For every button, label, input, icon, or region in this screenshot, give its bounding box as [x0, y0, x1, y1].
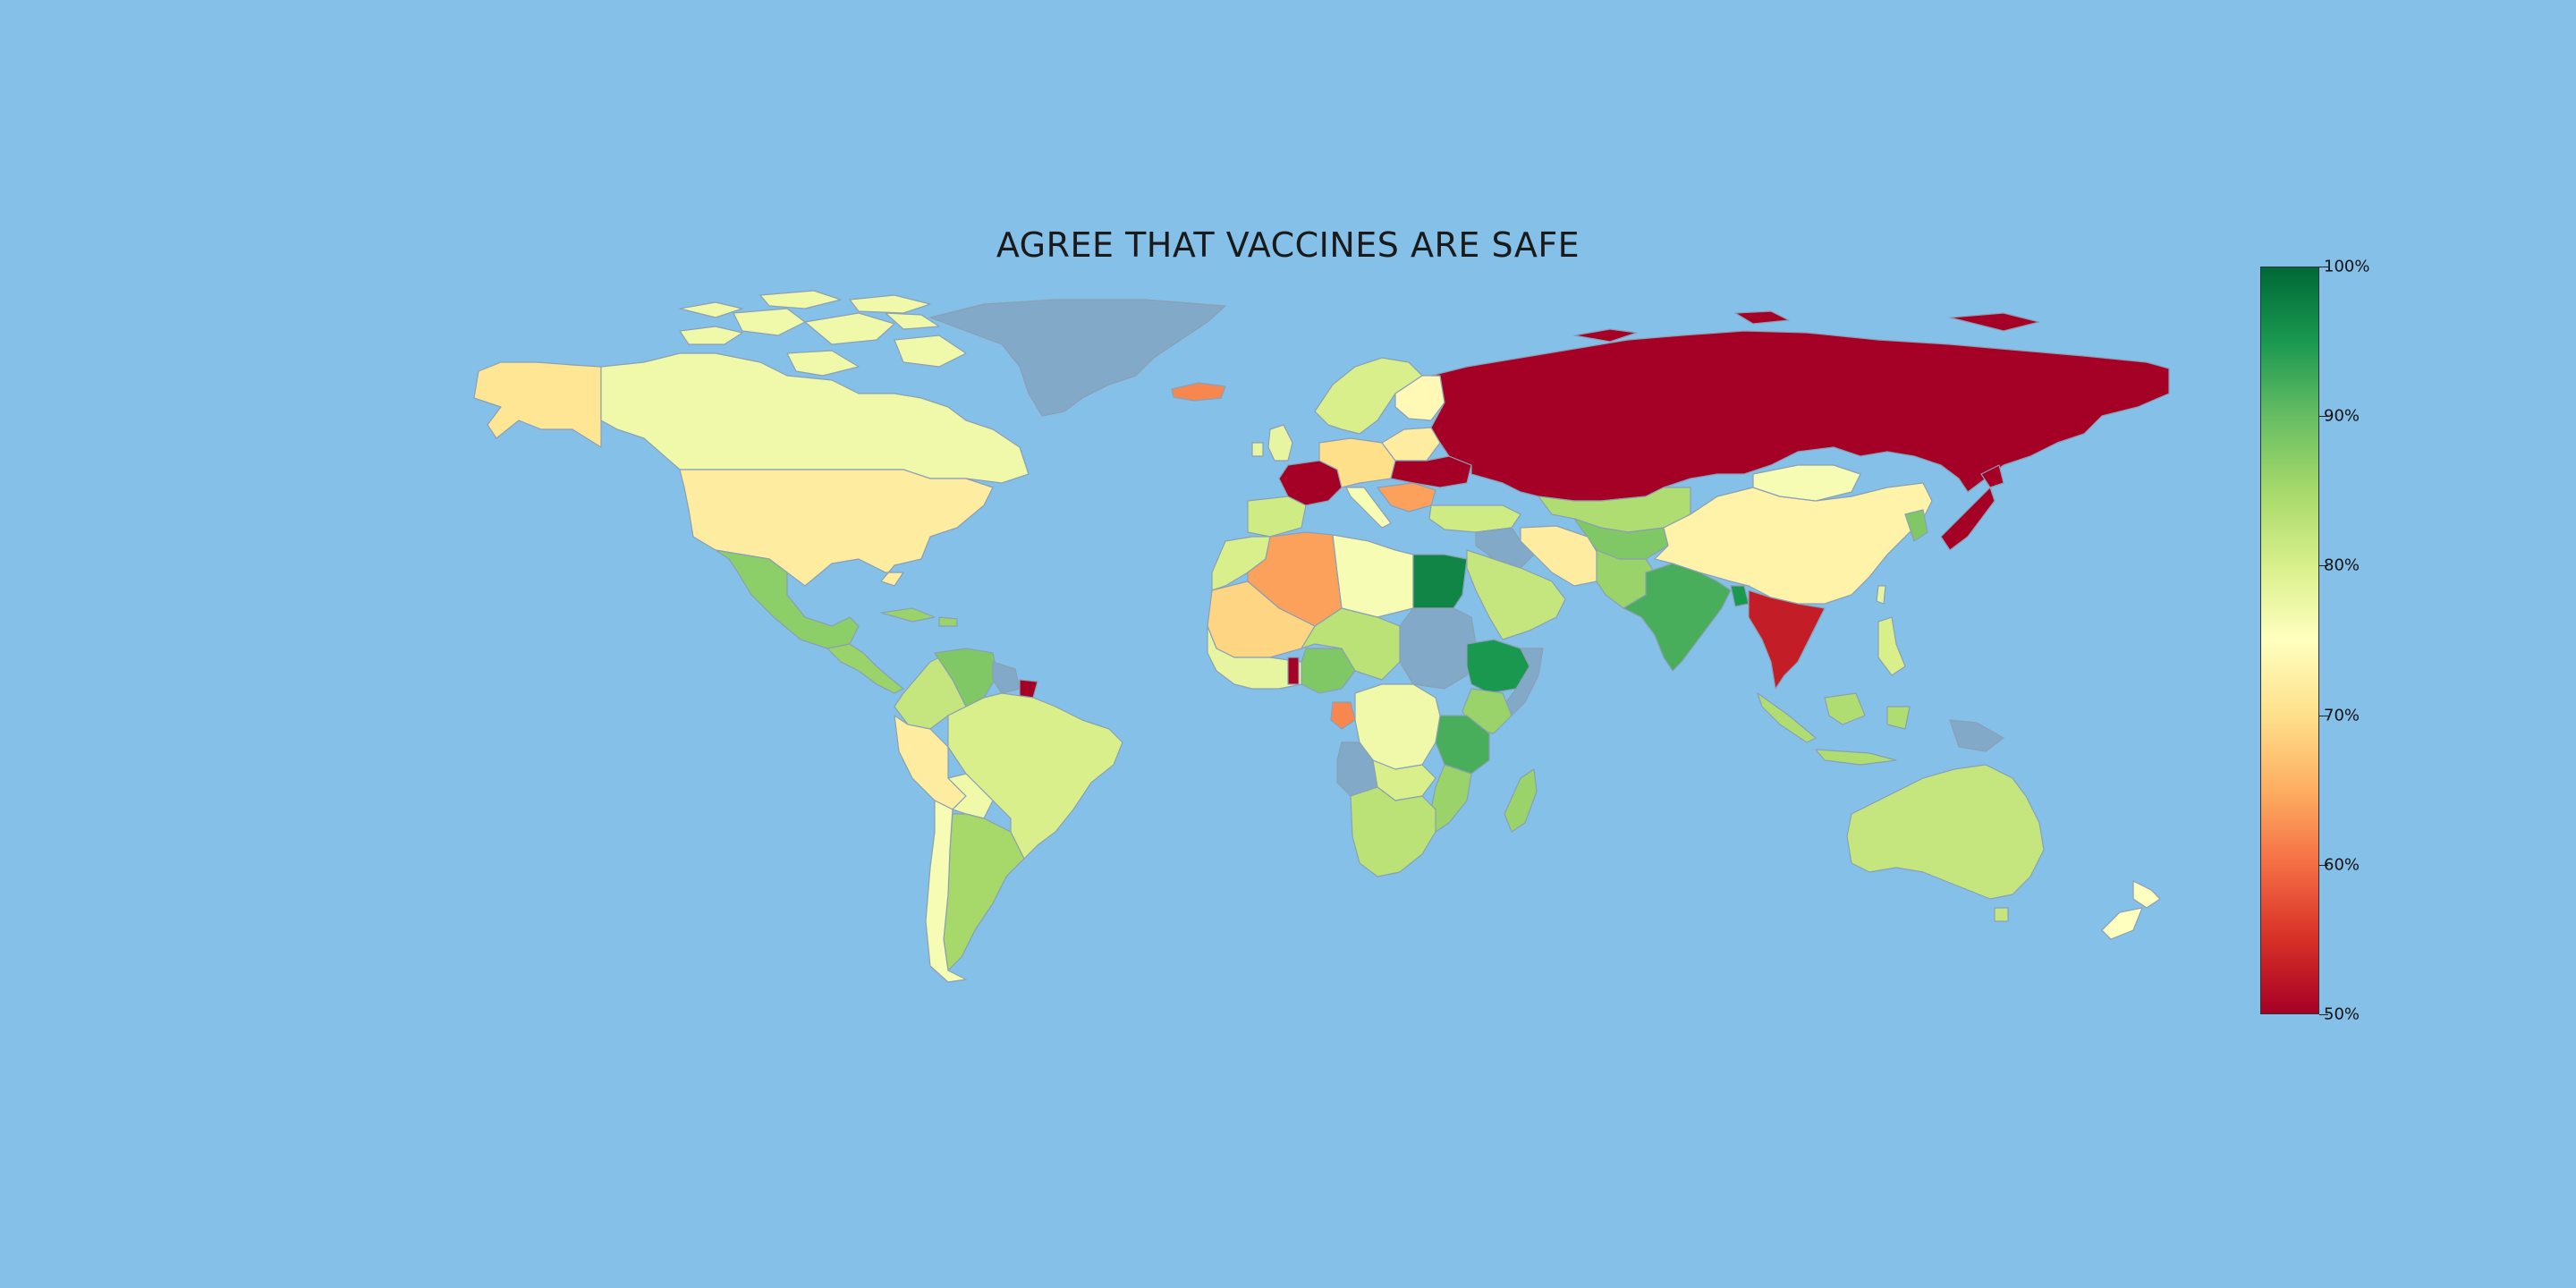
region-bangladesh [1730, 585, 1750, 607]
colorbar-frame [2260, 267, 2319, 1014]
region-sudan [1399, 607, 1477, 690]
region-argentina [943, 813, 1025, 971]
region-saudi-arabia [1466, 549, 1566, 640]
region-united-states [679, 469, 994, 587]
region-korea [1904, 509, 1928, 542]
region-taiwan [1876, 585, 1886, 605]
colorbar-label: 60% [2324, 855, 2360, 875]
region-alaska [473, 361, 602, 448]
region-new-zealand [2101, 880, 2161, 940]
region-italy [1345, 487, 1392, 529]
region-spain [1247, 496, 1307, 538]
region-arctic-islands [679, 290, 940, 330]
colorbar-gradient [2260, 267, 2319, 1014]
colorbar-label: 80% [2324, 555, 2360, 575]
region-finland [1394, 375, 1445, 421]
colorbar-tick [2319, 416, 2328, 417]
region-australia [1846, 764, 2045, 922]
colorbar-tick [2319, 565, 2328, 566]
colorbar-tick [2319, 865, 2328, 866]
region-canada [600, 308, 1030, 484]
colorbar-tick [2319, 1014, 2328, 1015]
region-central-europe [1318, 437, 1396, 488]
region-dr-congo [1354, 683, 1441, 770]
region-png [1949, 719, 2004, 752]
region-philippines [1877, 616, 1906, 676]
colorbar-label: 100% [2324, 257, 2370, 276]
region-caribbean [880, 607, 958, 627]
region-west-africa [1207, 625, 1302, 690]
region-india [1623, 563, 1732, 672]
region-libya [1332, 534, 1414, 618]
region-indonesia [1757, 692, 1911, 766]
region-guianas [992, 661, 1021, 694]
region-ghana [1287, 657, 1300, 685]
region-japan [1940, 464, 2004, 551]
region-southern-africa [1350, 786, 1436, 877]
region-mongolia [1752, 464, 1861, 502]
region-iceland [1171, 382, 1226, 402]
region-tanzania [1435, 715, 1490, 775]
region-balkans [1377, 482, 1436, 513]
country-regions [473, 290, 2170, 983]
region-gabon [1330, 701, 1356, 730]
region-egypt [1412, 554, 1468, 609]
colorbar-label: 90% [2324, 406, 2360, 426]
region-greenland [929, 299, 1226, 417]
region-venezuela [934, 648, 998, 708]
region-chile [925, 800, 967, 983]
region-french-guiana [1019, 679, 1038, 699]
region-mozambique [1430, 764, 1472, 833]
region-madagascar [1504, 768, 1538, 833]
region-central-america [826, 643, 904, 694]
region-russia [1430, 310, 2170, 502]
map-title: AGREE THAT VACCINES ARE SAFE [996, 225, 1580, 265]
colorbar-label: 70% [2324, 706, 2360, 725]
region-uk-ireland [1251, 424, 1293, 462]
region-iraq-syria [1475, 527, 1535, 569]
region-mexico [715, 549, 860, 649]
colorbar-label: 50% [2324, 1004, 2360, 1024]
region-southeast-asia [1748, 589, 1826, 690]
region-ukraine [1390, 455, 1472, 488]
